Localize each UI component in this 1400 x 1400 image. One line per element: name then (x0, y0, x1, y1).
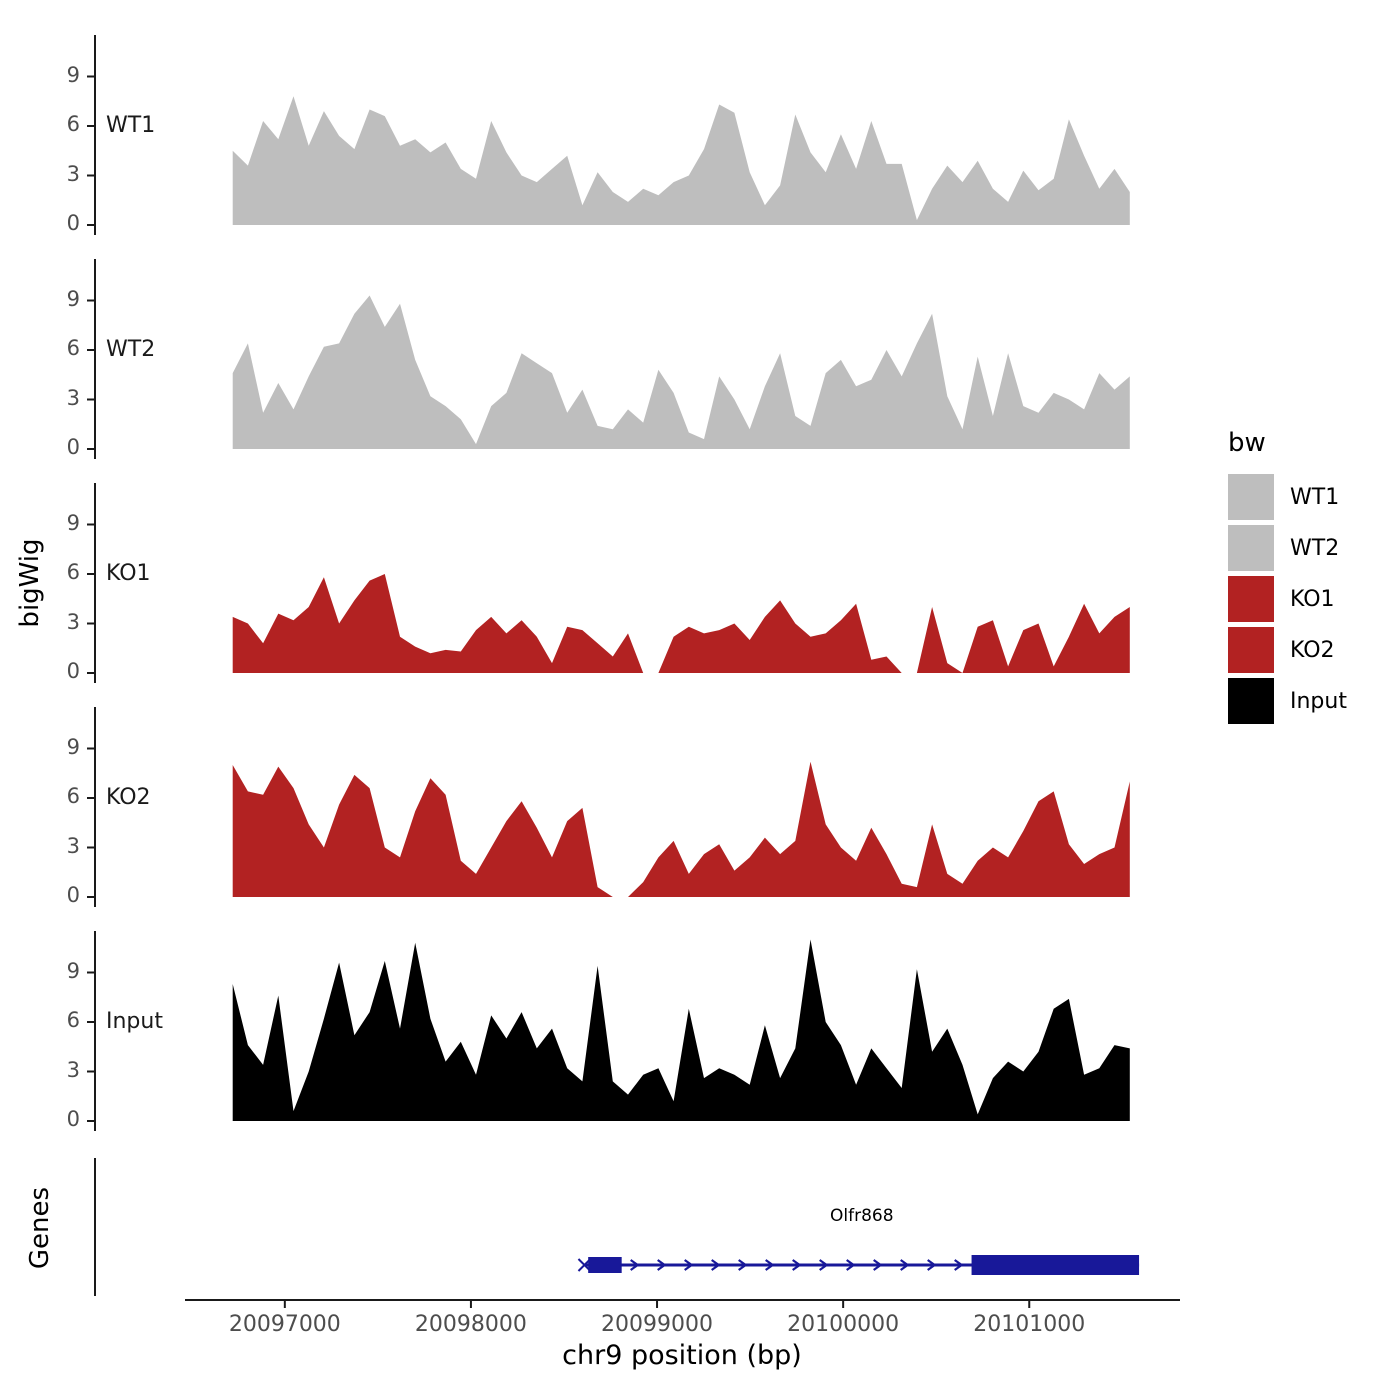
legend-swatch-icon (1228, 678, 1274, 724)
track-area-ko1 (232, 574, 1130, 673)
strand-arrow-icon (711, 1259, 721, 1271)
legend-swatch-icon (1228, 525, 1274, 571)
legend-swatch-icon (1228, 576, 1274, 622)
y-tick-label: 3 (66, 833, 80, 858)
legend-entry-label: KO1 (1290, 586, 1335, 612)
y-tick-label: 3 (66, 1057, 80, 1082)
y-tick-label: 0 (66, 659, 80, 683)
y-tick-label: 6 (66, 112, 80, 136)
y-tick-label: 0 (66, 883, 80, 907)
legend-entry-label: KO2 (1290, 637, 1335, 663)
y-tick-label: 9 (66, 958, 80, 983)
track-area-input (232, 939, 1130, 1121)
track-label-wt2: WT2 (106, 337, 156, 362)
y-tick-label: 6 (66, 336, 80, 360)
strand-arrow-icon (819, 1259, 829, 1271)
track-label-wt1: WT1 (106, 113, 156, 138)
track-label-input: Input (106, 1009, 163, 1034)
track-area-wt2 (232, 295, 1130, 449)
y-tick-label: 0 (66, 211, 80, 235)
y-tick-label: 6 (66, 560, 80, 584)
strand-arrow-icon (792, 1259, 802, 1271)
legend-entries: WT1 WT2 KO1 KO2 Input (1228, 474, 1347, 724)
strand-arrow-icon (954, 1259, 964, 1271)
strand-arrow-icon (927, 1259, 937, 1271)
x-tick-label: 20100000 (787, 1312, 900, 1337)
y-tick-label: 6 (66, 1008, 80, 1032)
gene-exon (588, 1257, 622, 1273)
legend-entry-wt1: WT1 (1228, 474, 1347, 520)
x-tick-label: 20098000 (414, 1312, 527, 1337)
legend: bw WT1 WT2 KO1 KO2 Input (1228, 428, 1347, 729)
y-tick-label: 9 (66, 510, 80, 535)
legend-entry-input: Input (1228, 678, 1347, 724)
legend-entry-ko2: KO2 (1228, 627, 1347, 673)
track-label-ko2: KO2 (106, 785, 151, 810)
legend-entry-label: WT2 (1290, 535, 1340, 561)
strand-arrow-icon (630, 1259, 640, 1271)
strand-arrow-icon (900, 1259, 910, 1271)
x-tick-label: 20101000 (973, 1312, 1086, 1337)
x-tick-label: 20099000 (601, 1312, 714, 1337)
x-tick-label: 20097000 (228, 1312, 341, 1337)
strand-arrow-icon (765, 1259, 775, 1271)
gene-name-label: Olfr868 (829, 1206, 894, 1226)
legend-entry-ko1: KO1 (1228, 576, 1347, 622)
y-tick-label: 0 (66, 435, 80, 459)
legend-entry-label: Input (1290, 688, 1347, 714)
gene-exon (971, 1255, 1140, 1275)
legend-swatch-icon (1228, 474, 1274, 520)
y-tick-label: 0 (66, 1107, 80, 1131)
y-tick-label: 3 (66, 609, 80, 634)
strand-arrow-icon (846, 1259, 856, 1271)
y-tick-label: 6 (66, 784, 80, 808)
legend-entry-label: WT1 (1290, 484, 1340, 510)
strand-arrow-icon (873, 1259, 883, 1271)
y-tick-label: 3 (66, 385, 80, 410)
strand-arrow-icon (684, 1259, 694, 1271)
legend-title: bw (1228, 428, 1266, 458)
track-label-ko1: KO1 (106, 561, 151, 586)
y-tick-label: 9 (66, 734, 80, 759)
track-area-ko2 (232, 761, 1130, 897)
track-area-wt1 (232, 96, 1130, 225)
legend-entry-wt2: WT2 (1228, 525, 1347, 571)
y-tick-label: 9 (66, 62, 80, 87)
x-axis-title: chr9 position (bp) (562, 1340, 802, 1371)
legend-swatch-icon (1228, 627, 1274, 673)
strand-arrow-icon (738, 1259, 748, 1271)
strand-arrow-icon (657, 1259, 667, 1271)
y-tick-label: 3 (66, 161, 80, 186)
y-tick-label: 9 (66, 286, 80, 311)
